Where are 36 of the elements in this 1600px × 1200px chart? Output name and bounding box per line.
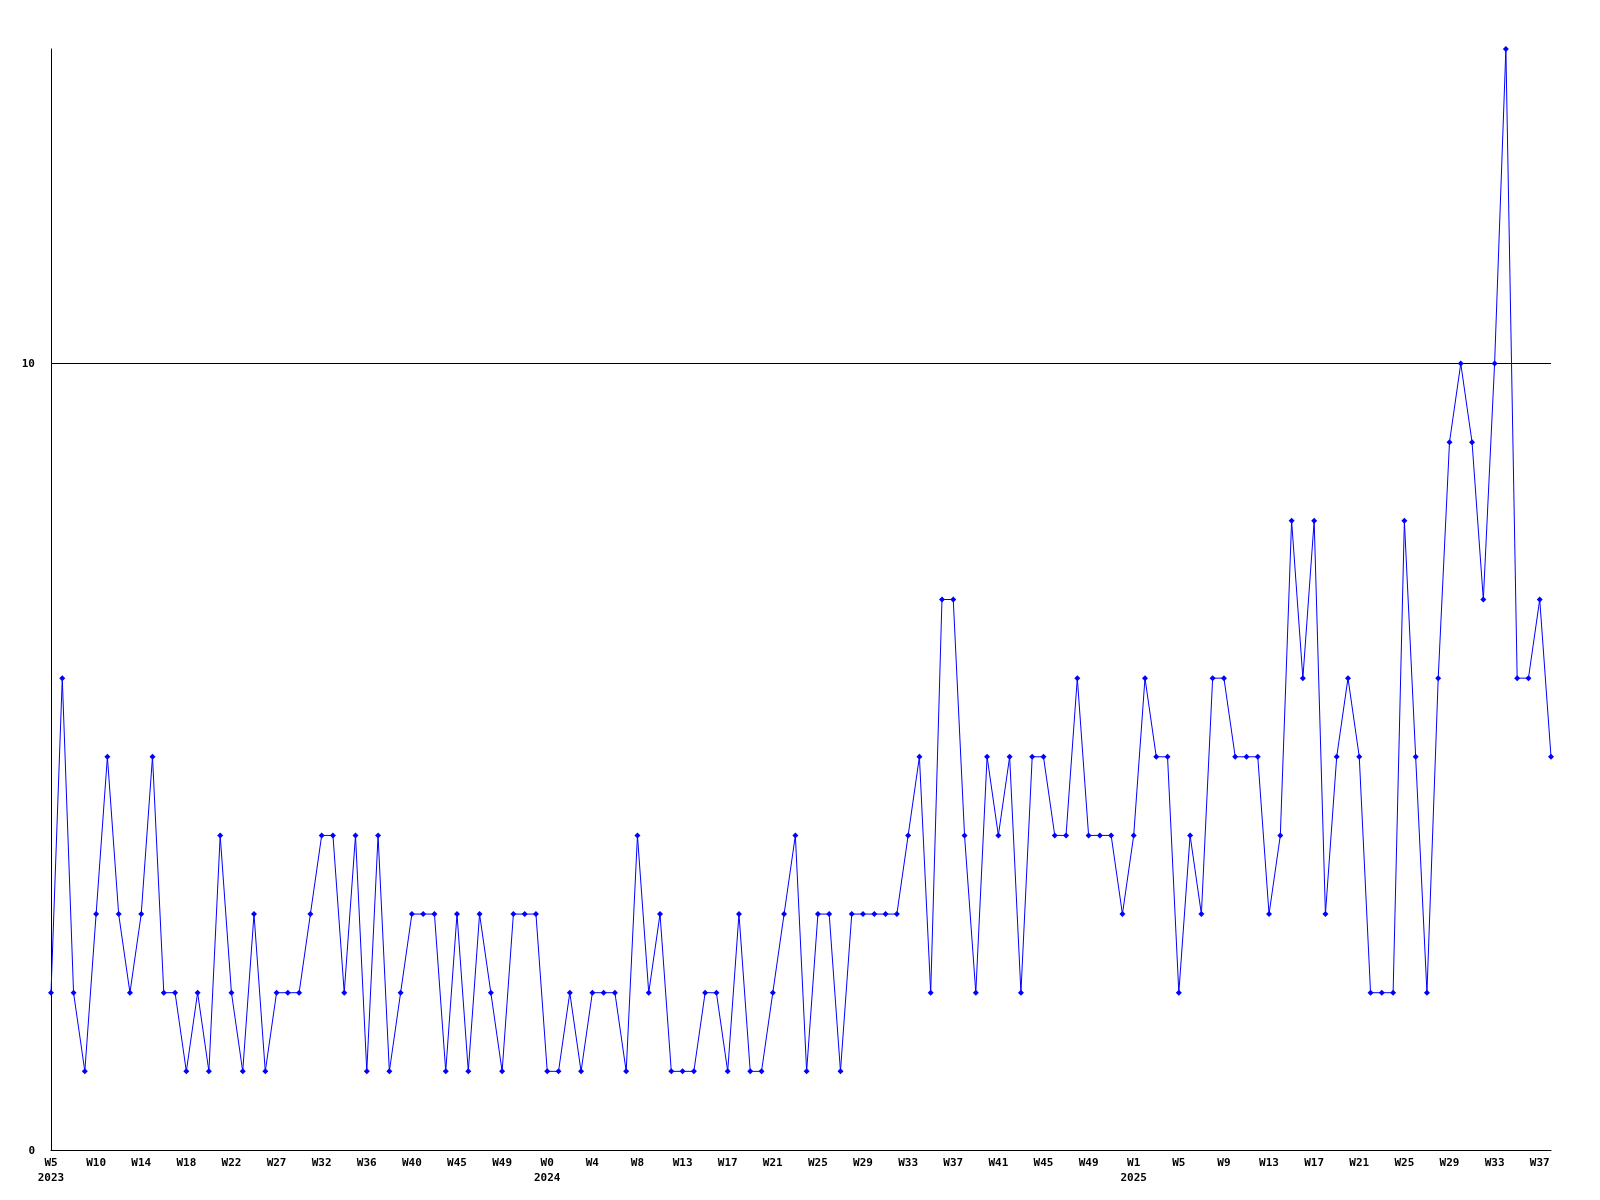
x-tick-label: W14 — [131, 1156, 152, 1169]
x-tick-label: W29 — [1439, 1156, 1460, 1169]
x-tick-label: W8 — [630, 1156, 645, 1169]
x-tick-label: W9 — [1217, 1156, 1231, 1169]
x-tick-label: W25 — [1394, 1156, 1415, 1169]
x-tick-label: W37 — [1529, 1156, 1550, 1169]
x-tick-label: W45 — [1033, 1156, 1054, 1169]
y-tick-label: 0 — [28, 1143, 35, 1157]
x-tick-label: W4 — [585, 1156, 600, 1169]
x-tick-label: W45 — [447, 1156, 467, 1169]
x-tick-label: W49 — [1078, 1156, 1099, 1169]
x-tick-label: W5 — [1172, 1156, 1186, 1169]
x-tick-label: W36 — [356, 1156, 378, 1169]
x-tick-label: W37 — [943, 1156, 964, 1169]
x-tick-label: W32 — [311, 1156, 332, 1169]
x-tick-label: W1 2025 — [1120, 1156, 1147, 1184]
x-tick-label: W25 — [807, 1156, 828, 1169]
x-tick-label: W29 — [853, 1156, 873, 1169]
x-tick-label: W33 — [1484, 1156, 1505, 1169]
x-tick-label: W21 — [762, 1156, 784, 1169]
x-tick-label: W27 — [266, 1156, 287, 1169]
x-tick-label: W33 — [898, 1156, 919, 1169]
x-tick-label: W21 — [1349, 1156, 1370, 1169]
y-tick-label: 10 — [21, 357, 35, 371]
x-tick-label: W5 2023 — [37, 1156, 65, 1184]
x-tick-label: W41 — [988, 1156, 1009, 1169]
x-tick-label: W13 — [672, 1156, 693, 1169]
x-tick-label: W17 — [717, 1156, 738, 1169]
x-tick-label: W18 — [176, 1156, 197, 1169]
x-tick-label: W49 — [492, 1156, 513, 1169]
x-tick-label: W17 — [1304, 1156, 1325, 1169]
x-tick-label: W10 — [86, 1156, 107, 1169]
x-tick-label: W22 — [221, 1156, 242, 1169]
x-tick-label: W13 — [1259, 1156, 1279, 1169]
x-tick-label: W40 — [401, 1156, 422, 1169]
x-tick-label: W0 2024 — [533, 1156, 561, 1184]
